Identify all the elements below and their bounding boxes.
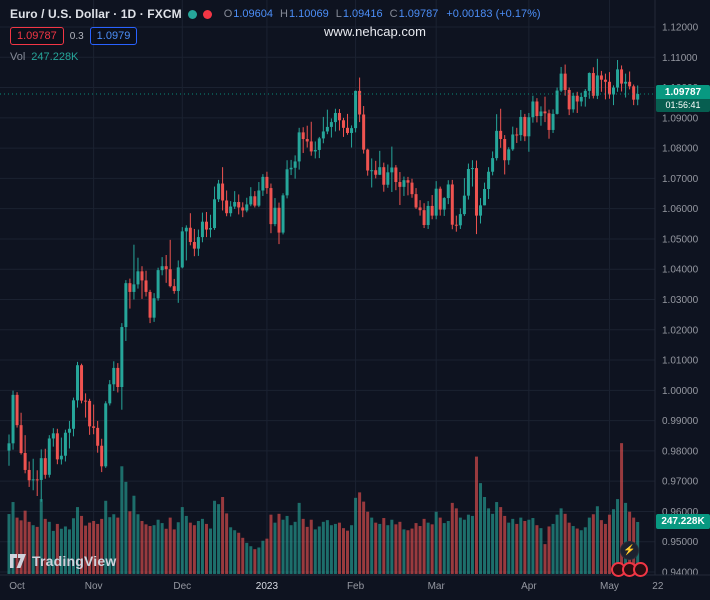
time-tick-label: Mar [428, 581, 446, 592]
tradingview-logo-icon [10, 554, 26, 568]
time-tick-label: 2023 [256, 581, 279, 592]
price-tick-label: 1.11000 [662, 53, 698, 64]
time-tick-label: 22 [652, 581, 664, 592]
candlestick-layer [7, 58, 640, 502]
legend: Euro / U.S. Dollar · 1D · FXCM O1.09604 … [10, 6, 541, 63]
bar-countdown: 01:56:41 [656, 99, 710, 112]
spread-value: 0.3 [69, 30, 84, 42]
price-tick-label: 1.02000 [662, 325, 699, 336]
low-value: 1.09416 [342, 8, 383, 20]
price-tick-label: 1.07000 [662, 174, 699, 185]
time-tick-label: Feb [347, 581, 365, 592]
volume-axis-badge: 247.228K [656, 513, 710, 529]
boost-button[interactable]: ⚡ [621, 542, 638, 559]
price-tick-label: 0.97000 [662, 477, 699, 488]
source-toggle-green-icon[interactable] [187, 9, 197, 19]
watermark-text: www.nehcap.com [324, 24, 426, 39]
alert-rings-button[interactable] [611, 562, 648, 577]
floating-buttons: ⚡ [611, 542, 648, 577]
price-tick-label: 1.12000 [662, 23, 699, 34]
volume-study-value: 247.228K [31, 51, 79, 63]
high-label: H [280, 8, 288, 20]
tradingview-logo-text: TradingView [32, 553, 117, 569]
close-label: C [389, 8, 398, 20]
price-tick-label: 1.09000 [662, 113, 699, 124]
last-price-badge: 1.09787 01:56:41 [656, 85, 710, 112]
lightning-icon: ⚡ [623, 545, 636, 556]
ohlc-values: O1.09604 H1.10069 L1.09416 C1.09787 +0.0… [224, 8, 541, 20]
price-tick-label: 1.00000 [662, 386, 699, 397]
price-tick-label: 1.05000 [662, 234, 699, 245]
price-tick-label: 0.99000 [662, 416, 699, 427]
source-toggle-red-icon[interactable] [202, 9, 212, 19]
price-tick-label: 0.95000 [662, 537, 699, 548]
time-tick-label: May [600, 581, 619, 592]
bid-price-badge[interactable]: 1.09787 [10, 27, 64, 45]
price-tick-label: 0.98000 [662, 446, 699, 457]
time-tick-label: Dec [173, 581, 191, 592]
price-tick-label: 1.08000 [662, 144, 699, 155]
last-price-value: 1.09787 [656, 85, 710, 99]
open-value: 1.09604 [233, 8, 274, 20]
volume-layer [7, 443, 640, 574]
high-value: 1.10069 [288, 8, 329, 20]
volume-study-label: Vol [10, 51, 26, 63]
price-tick-label: 1.04000 [662, 265, 699, 276]
price-tick-label: 1.06000 [662, 204, 699, 215]
time-tick-label: Apr [521, 581, 537, 592]
low-label: L [335, 8, 342, 20]
time-tick-label: Nov [85, 581, 103, 592]
price-tick-label: 0.96000 [662, 507, 699, 518]
open-label: O [223, 8, 233, 20]
red-ring-icon [633, 562, 648, 577]
price-tick-label: 0.94000 [662, 568, 699, 579]
tradingview-logo[interactable]: TradingView [10, 553, 116, 569]
time-tick-label: Oct [9, 581, 25, 592]
price-tick-label: 1.01000 [662, 356, 699, 367]
ask-price-badge[interactable]: 1.0979 [89, 27, 138, 45]
price-tick-label: 1.03000 [662, 295, 699, 306]
change-value: +0.00183 (+0.17%) [446, 8, 541, 20]
grid-layer [0, 0, 655, 575]
symbol-title: Euro / U.S. Dollar · 1D · FXCM [10, 7, 182, 21]
close-value: 1.09787 [398, 8, 439, 20]
